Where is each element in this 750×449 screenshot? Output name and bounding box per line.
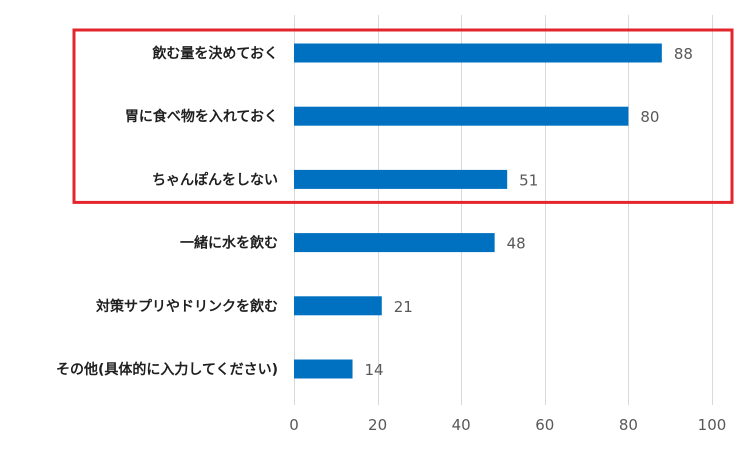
bar xyxy=(294,296,382,316)
x-tick-label: 60 xyxy=(535,416,554,434)
x-tick-label: 0 xyxy=(289,416,299,434)
x-tick-label: 40 xyxy=(452,416,471,434)
data-label: 14 xyxy=(365,361,384,379)
x-axis-tick-labels: 0 20 40 60 80 100 xyxy=(289,416,726,434)
data-label: 80 xyxy=(640,108,659,126)
category-label: 胃に食べ物を入れておく xyxy=(125,108,278,125)
bar xyxy=(294,106,629,126)
data-label: 88 xyxy=(674,45,693,63)
category-label: ちゃんぽんをしない xyxy=(152,171,278,188)
data-label: 51 xyxy=(519,171,538,189)
gridlines xyxy=(294,15,713,405)
category-label: 一緒に水を飲む xyxy=(180,235,278,252)
bar xyxy=(294,233,495,253)
bar xyxy=(294,169,508,189)
data-label: 48 xyxy=(507,235,526,253)
data-label: 21 xyxy=(394,298,413,316)
category-label: 対策サプリやドリンクを飲む xyxy=(95,298,278,315)
bars xyxy=(294,43,662,379)
highlight-box xyxy=(72,28,734,204)
bar xyxy=(294,359,353,379)
category-label: 飲む量を決めておく xyxy=(151,45,278,62)
category-labels: 飲む量を決めておく胃に食べ物を入れておくちゃんぽんをしない一緒に水を飲む対策サプ… xyxy=(56,45,278,378)
value-labels: 88 80 51 48 21 14 xyxy=(365,45,693,379)
x-tick-label: 20 xyxy=(368,416,387,434)
x-tick-label: 100 xyxy=(698,416,727,434)
bar xyxy=(294,43,662,63)
x-tick-label: 80 xyxy=(619,416,638,434)
category-label: その他(具体的に入力してください) xyxy=(56,361,278,378)
